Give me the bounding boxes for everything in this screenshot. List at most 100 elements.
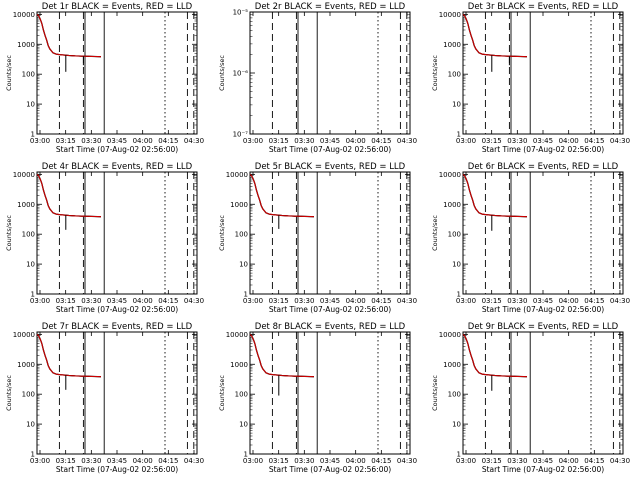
x-tick-label: 03:45: [320, 297, 340, 305]
y-tick-label: 100: [235, 231, 248, 239]
x-tick-label: 03:00: [456, 137, 476, 145]
x-tick-label: 03:15: [56, 137, 76, 145]
x-axis-label: Start Time (07-Aug-02 02:56:00): [269, 145, 391, 154]
events-series-line: [462, 173, 528, 218]
x-tick-label: 03:30: [507, 297, 527, 305]
lld-series-line: [462, 333, 528, 378]
x-tick-label: 03:15: [269, 137, 289, 145]
x-tick-label: 04:00: [133, 137, 153, 145]
lld-series-line: [36, 173, 102, 218]
x-tick-label: 03:15: [269, 297, 289, 305]
x-tick-label: 03:30: [81, 297, 101, 305]
events-series-line: [462, 333, 528, 378]
x-tick-label: 03:45: [533, 137, 553, 145]
x-tick-label: 04:00: [559, 137, 579, 145]
x-axis-label: Start Time (07-Aug-02 02:56:00): [269, 305, 391, 314]
y-tick-label: 1: [31, 291, 35, 299]
x-tick-label: 03:00: [30, 297, 50, 305]
x-tick-label: 04:30: [397, 457, 417, 465]
y-tick-label: 10⁻⁵: [233, 9, 249, 17]
chart-panel-8: Det 8r BLACK = Events, RED = LLD 03:00 03:…: [218, 322, 417, 474]
x-axis-label: Start Time (07-Aug-02 02:56:00): [56, 465, 178, 474]
y-tick-label: 10: [26, 101, 35, 109]
x-tick-label: 04:00: [133, 297, 153, 305]
plot-frame: [462, 11, 624, 135]
y-tick-label: 10⁻⁶: [233, 70, 249, 78]
plot-frame: [249, 11, 411, 135]
x-tick-label: 03:15: [482, 457, 502, 465]
x-tick-label: 03:00: [243, 297, 263, 305]
lld-series-line: [249, 333, 315, 378]
y-axis-label: Counts/sec: [431, 375, 439, 411]
chart-panel-3: Det 3r BLACK = Events, RED = LLD 03:00 03:…: [431, 2, 630, 154]
x-tick-label: 03:15: [482, 137, 502, 145]
plot-frame: [36, 11, 198, 135]
y-tick-label: 10⁻⁷: [233, 131, 249, 139]
x-tick-label: 04:30: [610, 457, 630, 465]
lld-series-line: [36, 13, 102, 58]
y-axis-label: Counts/sec: [431, 215, 439, 251]
x-tick-label: 04:30: [397, 137, 417, 145]
x-tick-label: 03:30: [81, 457, 101, 465]
x-tick-label: 04:00: [559, 297, 579, 305]
y-tick-label: 1000: [230, 361, 248, 369]
x-tick-label: 03:15: [56, 297, 76, 305]
y-tick-label: 1000: [443, 361, 461, 369]
chart-title: Det 3r BLACK = Events, RED = LLD: [468, 2, 619, 12]
x-tick-label: 03:00: [456, 297, 476, 305]
events-series-line: [462, 13, 528, 58]
x-tick-label: 04:30: [610, 137, 630, 145]
lld-series-line: [249, 173, 315, 218]
x-tick-label: 03:00: [30, 457, 50, 465]
x-tick-label: 03:45: [533, 297, 553, 305]
x-tick-label: 04:15: [158, 297, 178, 305]
y-tick-label: 10000: [439, 171, 461, 179]
x-tick-label: 04:15: [584, 137, 604, 145]
x-tick-label: 04:30: [184, 297, 204, 305]
y-tick-label: 100: [235, 391, 248, 399]
y-axis-label: Counts/sec: [218, 375, 226, 411]
x-tick-label: 03:00: [456, 457, 476, 465]
y-tick-label: 10000: [13, 331, 35, 339]
x-tick-label: 04:15: [158, 457, 178, 465]
y-tick-label: 10: [452, 261, 461, 269]
x-tick-label: 03:45: [320, 457, 340, 465]
x-axis-label: Start Time (07-Aug-02 02:56:00): [269, 465, 391, 474]
y-tick-label: 100: [448, 391, 461, 399]
plot-frame: [249, 331, 411, 455]
y-tick-label: 10000: [13, 171, 35, 179]
y-tick-label: 1000: [17, 201, 35, 209]
y-tick-label: 1000: [443, 41, 461, 49]
x-tick-label: 03:15: [482, 297, 502, 305]
chart-title: Det 1r BLACK = Events, RED = LLD: [42, 2, 193, 12]
chart-title: Det 6r BLACK = Events, RED = LLD: [468, 162, 619, 172]
y-tick-label: 10: [452, 421, 461, 429]
y-tick-label: 1: [244, 291, 248, 299]
y-tick-label: 100: [22, 231, 35, 239]
chart-panel-9: Det 9r BLACK = Events, RED = LLD 03:00 03:…: [431, 322, 630, 474]
chart-title: Det 2r BLACK = Events, RED = LLD: [255, 2, 406, 12]
y-tick-label: 1: [31, 131, 35, 139]
y-tick-label: 100: [448, 231, 461, 239]
chart-panel-5: Det 5r BLACK = Events, RED = LLD 03:00 03:…: [218, 162, 417, 314]
x-tick-label: 03:45: [533, 457, 553, 465]
chart-title: Det 9r BLACK = Events, RED = LLD: [468, 322, 619, 332]
y-tick-label: 10000: [13, 11, 35, 19]
x-tick-label: 03:00: [243, 137, 263, 145]
x-tick-label: 03:15: [56, 457, 76, 465]
y-tick-label: 1: [457, 451, 461, 459]
plot-frame: [36, 331, 198, 455]
x-tick-label: 04:15: [371, 457, 391, 465]
y-axis-label: Counts/sec: [5, 55, 13, 91]
chart-panel-6: Det 6r BLACK = Events, RED = LLD 03:00 03:…: [431, 162, 630, 314]
lld-series-line: [462, 13, 528, 58]
x-tick-label: 04:30: [397, 297, 417, 305]
x-axis-label: Start Time (07-Aug-02 02:56:00): [56, 305, 178, 314]
y-tick-label: 1000: [443, 201, 461, 209]
y-tick-label: 10: [26, 261, 35, 269]
x-axis-label: Start Time (07-Aug-02 02:56:00): [482, 305, 604, 314]
y-tick-label: 10: [26, 421, 35, 429]
y-tick-label: 1000: [17, 361, 35, 369]
x-tick-label: 04:00: [346, 297, 366, 305]
x-tick-label: 04:30: [184, 137, 204, 145]
